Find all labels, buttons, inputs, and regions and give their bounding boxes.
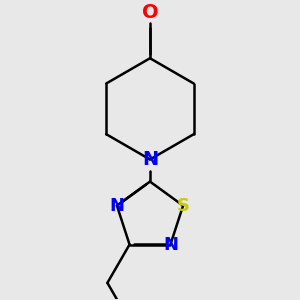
Text: N: N <box>110 196 124 214</box>
Text: N: N <box>142 150 158 169</box>
Text: N: N <box>163 236 178 253</box>
Text: S: S <box>177 196 190 214</box>
Text: O: O <box>142 3 158 22</box>
